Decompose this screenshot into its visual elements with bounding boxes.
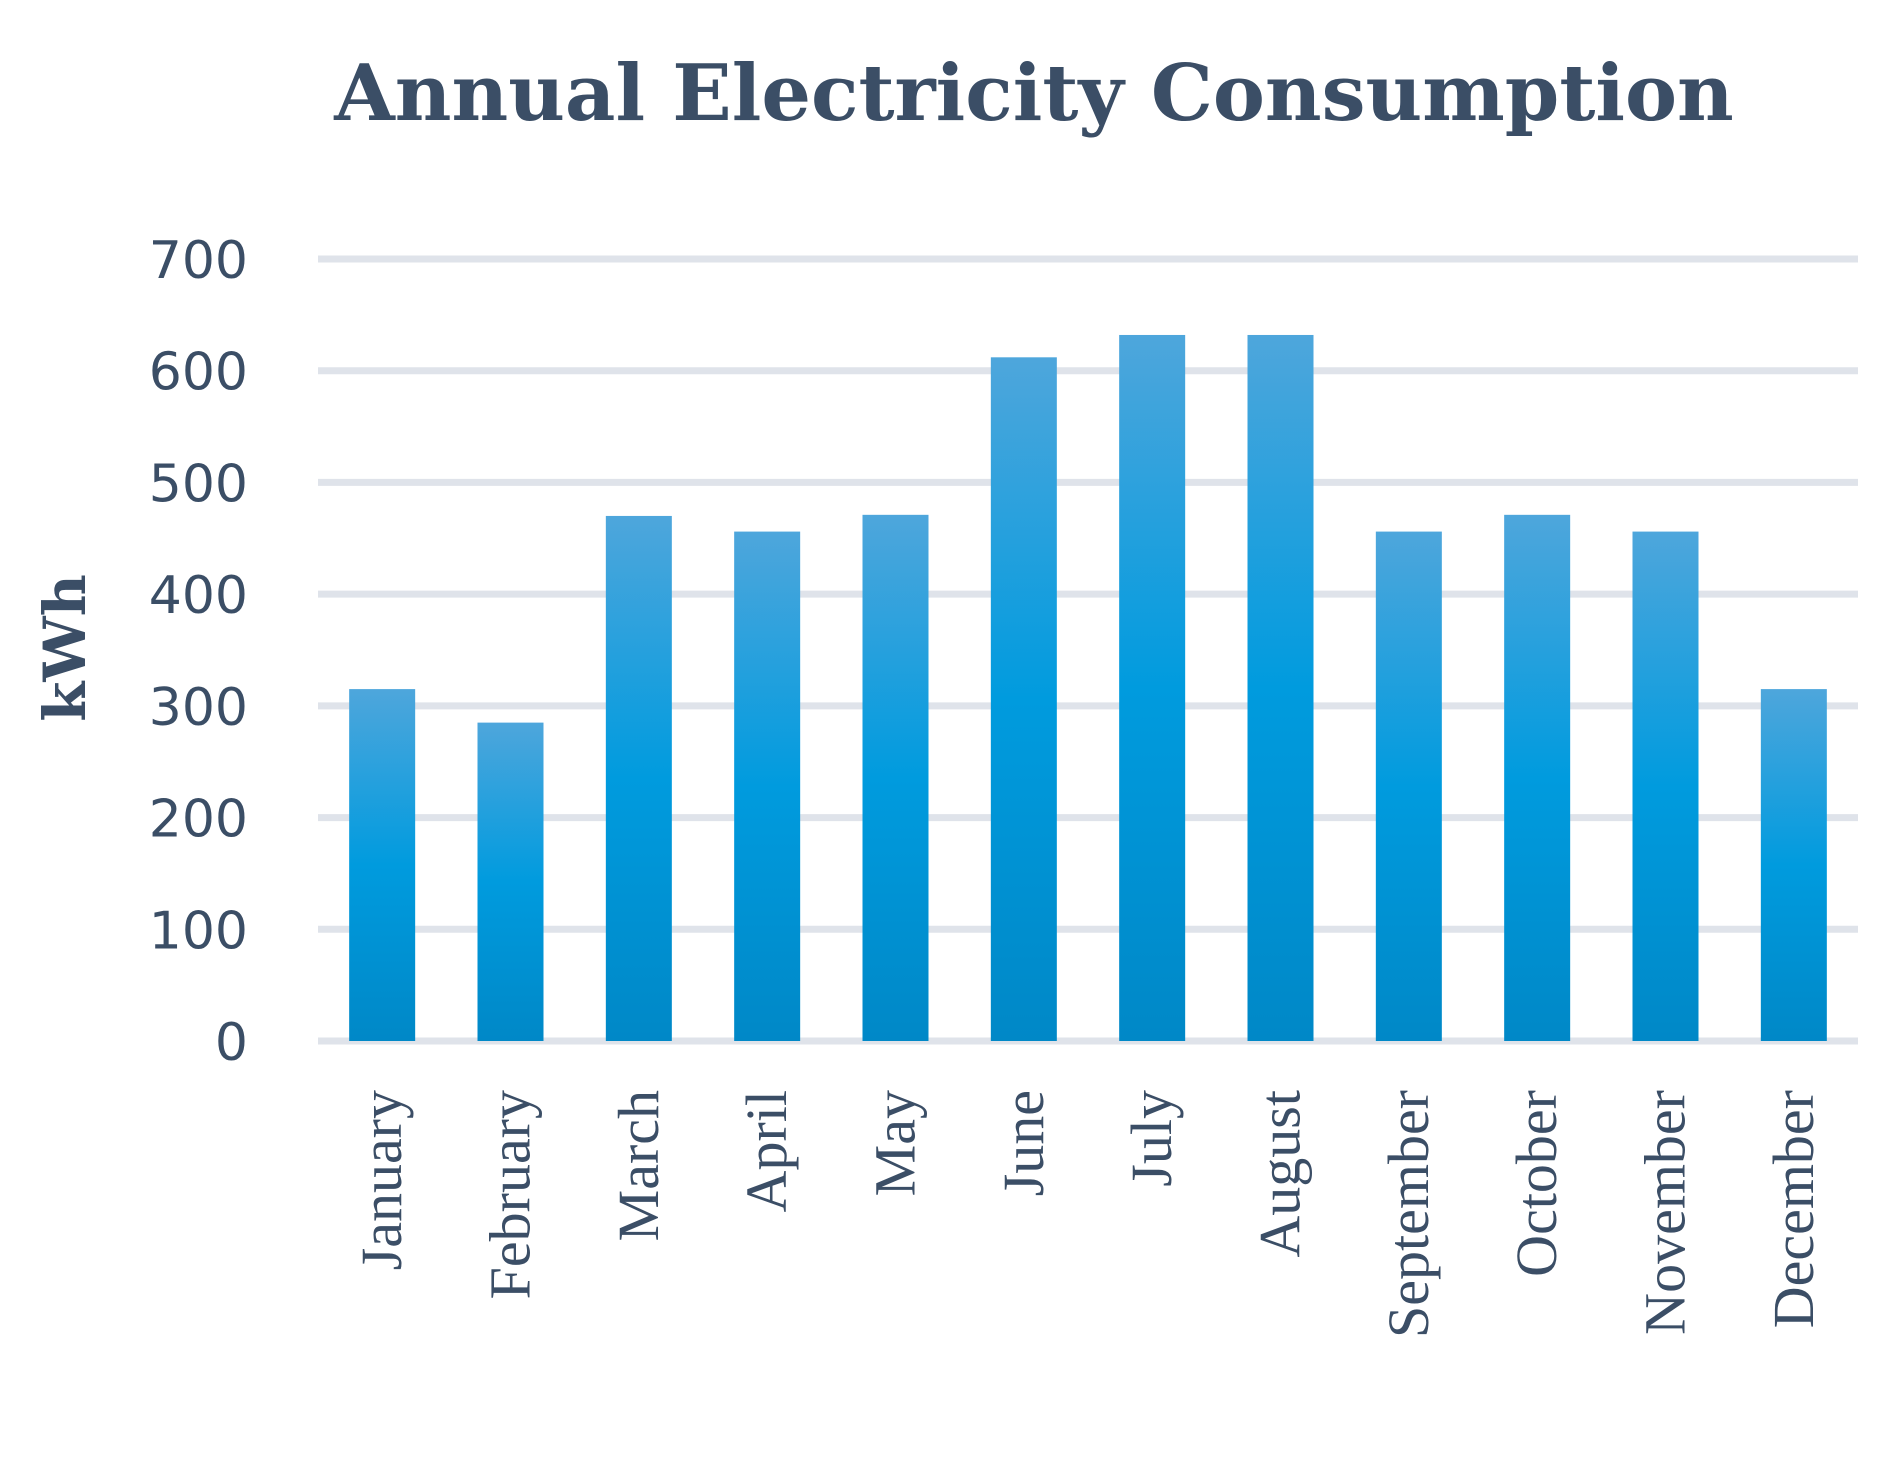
bar-february <box>477 722 544 1041</box>
x-tick-label: January <box>349 1090 414 1270</box>
x-tick-label: May <box>863 1090 928 1196</box>
bar-september <box>1375 531 1442 1041</box>
bar-may <box>862 514 929 1041</box>
y-tick-label: 100 <box>149 901 248 961</box>
x-tick-label: August <box>1248 1090 1313 1258</box>
y-axis-label: kWh <box>31 574 99 722</box>
bar-october <box>1504 514 1571 1041</box>
y-axis-ticks: 0 100 200 300 400 500 600 700 <box>149 231 248 1073</box>
y-tick-label: 200 <box>149 790 248 850</box>
y-tick-label: 0 <box>215 1013 248 1073</box>
x-tick-label: June <box>991 1090 1056 1196</box>
y-tick-label: 500 <box>149 454 248 514</box>
chart-title: Annual Electricity Consumption <box>333 48 1733 139</box>
x-tick-label: February <box>478 1090 543 1299</box>
x-tick-label: March <box>606 1090 671 1241</box>
x-axis-ticks: January February March April May June July Augu… <box>349 1090 1826 1338</box>
bar-december <box>1760 689 1827 1041</box>
bar-august <box>1247 334 1314 1042</box>
y-tick-label: 600 <box>149 343 248 403</box>
y-tick-label: 700 <box>149 231 248 291</box>
x-tick-label: November <box>1633 1090 1698 1335</box>
y-tick-label: 300 <box>149 678 248 738</box>
x-tick-label: December <box>1761 1090 1826 1328</box>
x-tick-label: October <box>1504 1090 1569 1277</box>
bar-january <box>349 689 416 1041</box>
x-tick-label: September <box>1376 1090 1441 1338</box>
bar-april <box>734 531 801 1041</box>
x-tick-label: April <box>734 1090 799 1212</box>
bar-june <box>990 357 1057 1041</box>
bar-july <box>1119 334 1186 1042</box>
bar-march <box>605 515 672 1041</box>
gridlines <box>318 255 1858 1045</box>
bars <box>349 334 1827 1042</box>
y-tick-label: 400 <box>149 566 248 626</box>
x-tick-label: July <box>1119 1090 1184 1187</box>
bar-november <box>1632 531 1699 1041</box>
